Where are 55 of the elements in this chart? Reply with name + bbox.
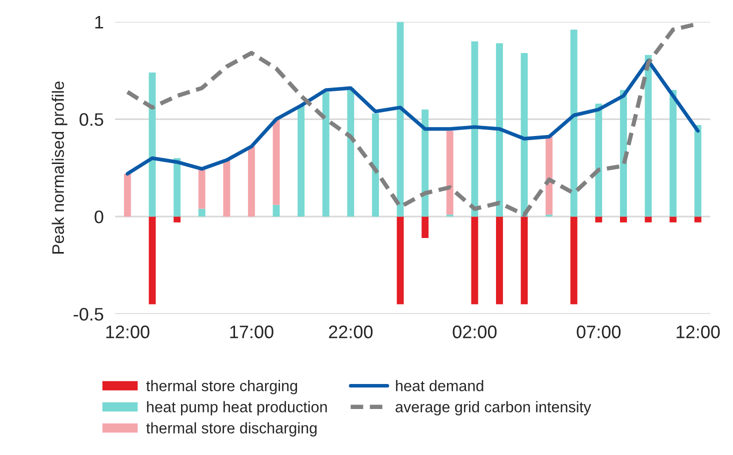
legend-label: heat pump heat production — [147, 401, 327, 416]
bar — [148, 72, 156, 217]
line-series — [126, 58, 700, 176]
legend-label: thermal store discharging — [146, 422, 317, 436]
x-tick-label: 12:00 — [106, 326, 150, 338]
bar — [272, 204, 280, 217]
bar — [570, 30, 578, 217]
y-tick-label: -0.5 — [74, 308, 104, 321]
bar — [322, 92, 330, 217]
bar — [148, 216, 156, 304]
bar — [124, 174, 131, 217]
bar — [396, 216, 404, 304]
y-tick-label: 1 — [95, 16, 104, 28]
bar — [595, 104, 602, 217]
y-axis-title: Peak normalised profile — [52, 82, 68, 254]
bar — [694, 125, 702, 217]
bar — [670, 216, 677, 222]
bar — [570, 216, 578, 304]
x-tick-label: 17:00 — [230, 326, 274, 338]
x-tick-label: 12:00 — [676, 326, 720, 338]
bar — [272, 119, 280, 205]
bar — [496, 216, 503, 304]
x-tick-label: 07:00 — [576, 326, 621, 338]
bar — [546, 136, 553, 215]
bar — [644, 216, 652, 222]
bar — [422, 109, 429, 217]
bar — [223, 160, 230, 217]
bar — [620, 216, 627, 222]
bar — [298, 106, 305, 217]
y-tick-label: 0 — [94, 210, 104, 224]
bar — [198, 208, 206, 217]
bar — [446, 130, 454, 215]
bar — [396, 22, 404, 217]
bar — [198, 170, 206, 209]
y-tick-label: 0.5 — [80, 113, 104, 126]
legend-label: heat demand — [396, 380, 484, 392]
bar — [174, 158, 181, 217]
bar — [520, 53, 528, 217]
bar — [471, 41, 478, 217]
x-tick-label: 02:00 — [452, 326, 497, 338]
bar — [620, 90, 627, 217]
bar — [670, 90, 677, 217]
bar — [694, 216, 702, 222]
bar — [372, 113, 379, 217]
bar — [595, 216, 602, 222]
bar — [347, 88, 354, 217]
legend-label: average grid carbon intensity — [396, 401, 592, 416]
bar — [174, 216, 181, 222]
legend-label: thermal store charging — [146, 380, 298, 394]
bar — [422, 216, 429, 238]
bar — [471, 216, 478, 304]
bar — [496, 43, 503, 217]
bar — [248, 146, 255, 217]
bar — [520, 216, 528, 304]
x-tick-label: 22:00 — [329, 326, 373, 338]
